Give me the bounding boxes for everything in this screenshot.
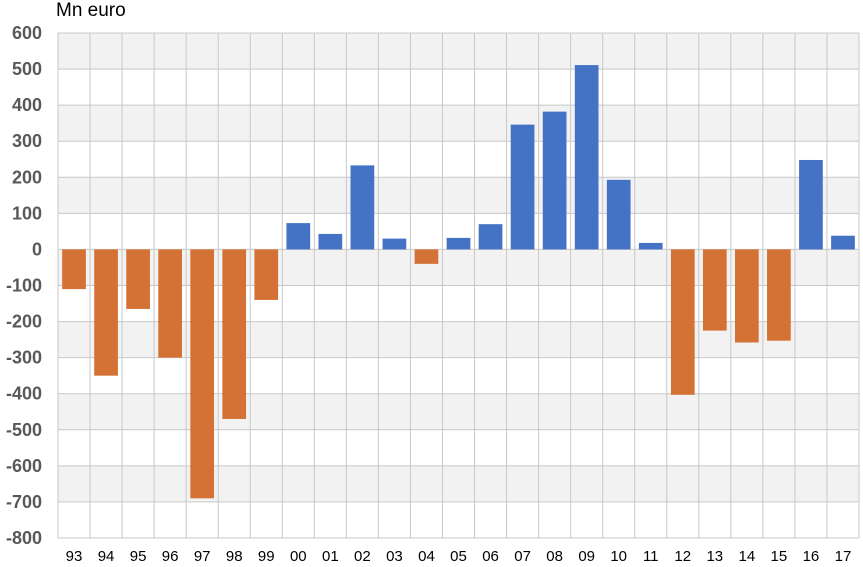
bar-99 — [254, 249, 279, 300]
background-band — [58, 465, 859, 502]
x-tick-label: 00 — [290, 548, 307, 565]
background-band — [58, 429, 859, 466]
x-tick-label: 11 — [643, 548, 659, 565]
y-tick-label: 500 — [12, 59, 42, 79]
y-tick-label: 0 — [32, 239, 42, 259]
background-band — [58, 105, 859, 142]
bar-10 — [606, 179, 631, 250]
x-tick-label: 04 — [418, 548, 435, 565]
bar-13 — [702, 249, 727, 331]
y-tick-label: -400 — [6, 384, 42, 404]
bars — [62, 65, 855, 499]
x-tick-label: 95 — [130, 548, 147, 565]
x-tick-label: 13 — [706, 548, 723, 565]
bar-12 — [670, 249, 695, 395]
x-axis-tick-labels: 93 94 95 96 97 98 99 00 01 02 03 04 05 06 07 08 09 10 11 12… — [66, 548, 852, 565]
x-tick-label: 93 — [66, 548, 83, 565]
background-band — [58, 393, 859, 430]
x-tick-label: 01 — [322, 548, 339, 565]
x-tick-label: 98 — [226, 548, 243, 565]
x-tick-label: 15 — [771, 548, 788, 565]
bar-93 — [62, 249, 86, 290]
background-band — [58, 33, 859, 70]
y-axis-tick-labels: 600 500 400 300 200 100 0 -100 -200 -300 -400 -500 -… — [6, 23, 42, 548]
bar-02 — [350, 165, 375, 250]
background-band — [58, 501, 859, 538]
bar-16 — [799, 159, 823, 250]
bar-08 — [542, 111, 567, 250]
y-tick-label: -300 — [6, 348, 42, 368]
bar-05 — [446, 237, 471, 250]
x-tick-label: 94 — [98, 548, 115, 565]
y-tick-label: 200 — [12, 167, 42, 187]
x-tick-label: 05 — [450, 548, 467, 565]
x-tick-label: 09 — [578, 548, 595, 565]
y-tick-label: -500 — [6, 420, 42, 440]
bar-95 — [126, 249, 150, 309]
bar-94 — [94, 249, 118, 376]
background-band — [58, 357, 859, 394]
y-tick-label: 100 — [12, 203, 42, 223]
bar-17 — [831, 235, 855, 250]
y-tick-label: 300 — [12, 131, 42, 151]
bar-00 — [286, 223, 311, 250]
x-tick-label: 14 — [739, 548, 756, 565]
y-tick-label: -100 — [6, 276, 42, 296]
y-axis-unit-label: Mn euro — [56, 0, 126, 21]
x-tick-label: 02 — [354, 548, 371, 565]
background-band — [58, 69, 859, 106]
x-tick-label: 10 — [610, 548, 627, 565]
x-tick-label: 17 — [835, 548, 852, 565]
bar-15 — [767, 249, 791, 341]
bar-04 — [414, 249, 439, 264]
x-tick-label: 99 — [258, 548, 275, 565]
bar-96 — [158, 249, 182, 358]
x-tick-label: 07 — [514, 548, 531, 565]
bar-14 — [735, 249, 759, 343]
y-tick-label: -200 — [6, 312, 42, 332]
x-tick-label: 97 — [194, 548, 211, 565]
y-tick-label: -700 — [6, 492, 42, 512]
y-tick-label: -600 — [6, 456, 42, 476]
x-tick-label: 12 — [674, 548, 691, 565]
y-tick-label: 600 — [12, 23, 42, 43]
x-tick-label: 06 — [482, 548, 499, 565]
bar-98 — [222, 249, 247, 419]
bar-11 — [638, 242, 663, 250]
background-band — [58, 177, 859, 214]
background-band — [58, 141, 859, 178]
bar-01 — [318, 233, 343, 250]
y-tick-label: -800 — [6, 528, 42, 548]
bar-97 — [190, 249, 215, 499]
bar-06 — [478, 224, 503, 250]
x-tick-label: 96 — [162, 548, 179, 565]
y-tick-label: 400 — [12, 95, 42, 115]
x-tick-label: 03 — [386, 548, 403, 565]
bar-03 — [382, 238, 407, 250]
x-tick-label: 16 — [803, 548, 820, 565]
bar-07 — [510, 124, 535, 250]
x-tick-label: 08 — [546, 548, 563, 565]
bar-09 — [574, 65, 599, 250]
